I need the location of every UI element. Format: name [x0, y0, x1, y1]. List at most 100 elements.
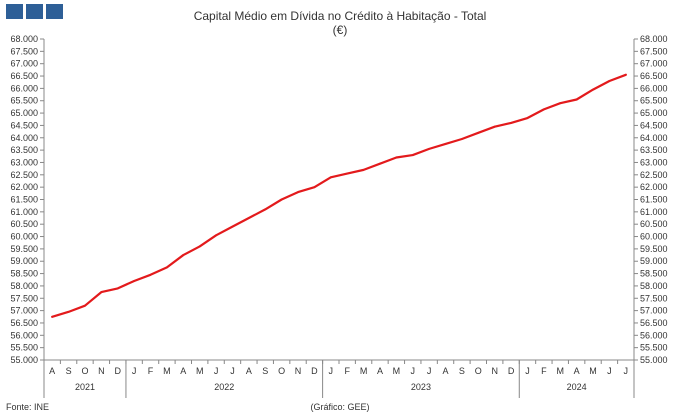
data-point [329, 176, 332, 179]
y-tick-label-left: 59.000 [10, 256, 38, 266]
x-tick-label: J [411, 366, 416, 376]
x-tick-label: M [360, 366, 368, 376]
data-point [297, 191, 299, 193]
data-point [395, 156, 398, 159]
y-tick-label-left: 63.500 [10, 145, 38, 155]
year-label: 2021 [75, 382, 95, 392]
data-point [411, 154, 414, 156]
x-tick-label: M [557, 366, 565, 376]
data-point [166, 266, 168, 269]
data-point [379, 162, 381, 165]
x-tick-label: J [525, 366, 530, 376]
y-tick-label-left: 60.000 [10, 232, 38, 242]
data-point [67, 310, 70, 313]
x-tick-label: J [329, 366, 334, 376]
data-point [182, 254, 185, 256]
x-tick-label: A [246, 366, 252, 376]
y-tick-label-right: 62.500 [640, 170, 668, 180]
x-tick-label: M [196, 366, 204, 376]
data-point [133, 280, 136, 282]
source-note: Fonte: INE [6, 402, 50, 412]
x-tick-label: J [132, 366, 137, 376]
y-tick-label-left: 57.000 [10, 306, 38, 316]
logo-square [6, 4, 23, 19]
x-tick-label: S [66, 366, 72, 376]
y-tick-label-right: 64.000 [640, 133, 668, 143]
data-point [51, 315, 54, 318]
x-tick-label: A [443, 366, 449, 376]
y-tick-label-left: 55.000 [10, 355, 38, 365]
y-tick-label-left: 62.500 [10, 170, 38, 180]
x-tick-label: O [475, 366, 482, 376]
data-point [542, 108, 545, 111]
y-tick-label-right: 67.500 [640, 46, 668, 56]
x-tick-label: A [49, 366, 55, 376]
y-tick-label-right: 63.000 [640, 157, 668, 167]
y-tick-label-left: 63.000 [10, 157, 38, 167]
y-tick-label-right: 55.500 [640, 343, 668, 353]
y-tick-label-left: 61.500 [10, 195, 38, 205]
y-tick-label-right: 55.000 [640, 355, 668, 365]
year-label: 2023 [411, 382, 431, 392]
y-tick-label-left: 59.500 [10, 244, 38, 254]
x-tick-label: O [278, 366, 285, 376]
data-point [444, 143, 447, 145]
y-tick-label-left: 66.000 [10, 83, 38, 93]
x-tick-label: F [541, 366, 547, 376]
y-tick-label-left: 64.000 [10, 133, 38, 143]
y-tick-label-left: 67.500 [10, 46, 38, 56]
y-tick-label-left: 57.500 [10, 293, 38, 303]
x-tick-label: M [393, 366, 401, 376]
data-point [264, 208, 267, 211]
x-tick-label: F [148, 366, 154, 376]
data-point [362, 168, 365, 171]
data-point [215, 234, 217, 237]
y-tick-label-right: 67.000 [640, 59, 668, 69]
y-tick-label-right: 60.500 [640, 219, 668, 229]
logo-square [26, 4, 43, 19]
y-tick-label-right: 56.500 [640, 318, 668, 328]
data-point [198, 245, 201, 248]
y-tick-label-right: 57.000 [640, 306, 668, 316]
y-tick-label-left: 68.000 [10, 34, 38, 44]
chart-subtitle: (€) [332, 23, 348, 37]
y-tick-label-left: 61.000 [10, 207, 38, 217]
data-point [247, 217, 250, 219]
x-tick-label: M [589, 366, 597, 376]
y-tick-label-right: 65.500 [640, 96, 668, 106]
x-tick-label: A [574, 366, 580, 376]
y-tick-label-right: 65.000 [640, 108, 668, 118]
data-point [100, 291, 103, 293]
data-point [493, 125, 496, 128]
y-tick-label-right: 58.500 [640, 269, 668, 279]
y-tick-label-right: 61.000 [640, 207, 668, 217]
x-tick-label: N [491, 366, 498, 376]
y-tick-label-left: 65.000 [10, 108, 38, 118]
data-point [559, 102, 562, 105]
y-tick-label-right: 68.000 [640, 34, 668, 44]
y-tick-label-right: 63.500 [640, 145, 668, 155]
y-tick-label-right: 66.500 [640, 71, 668, 81]
year-label: 2022 [214, 382, 234, 392]
data-point [624, 73, 627, 76]
chart-credit: (Gráfico: GEE) [310, 402, 370, 412]
x-tick-label: A [180, 366, 186, 376]
y-tick-label-right: 62.000 [640, 182, 668, 192]
data-point [526, 117, 529, 119]
data-point [116, 287, 119, 290]
x-tick-label: J [427, 366, 432, 376]
x-tick-label: D [508, 366, 515, 376]
y-tick-label-right: 58.000 [640, 281, 668, 291]
y-tick-label-left: 62.000 [10, 182, 38, 192]
y-tick-label-right: 59.000 [640, 256, 668, 266]
data-point [510, 122, 512, 124]
data-point [346, 172, 349, 175]
data-point [84, 304, 86, 307]
x-tick-label: A [377, 366, 383, 376]
y-tick-label-right: 59.500 [640, 244, 668, 254]
logo [6, 4, 63, 19]
logo-square [46, 4, 63, 19]
chart-title: Capital Médio em Dívida no Crédito à Hab… [193, 9, 487, 23]
y-tick-label-left: 56.500 [10, 318, 38, 328]
data-point [477, 131, 480, 134]
